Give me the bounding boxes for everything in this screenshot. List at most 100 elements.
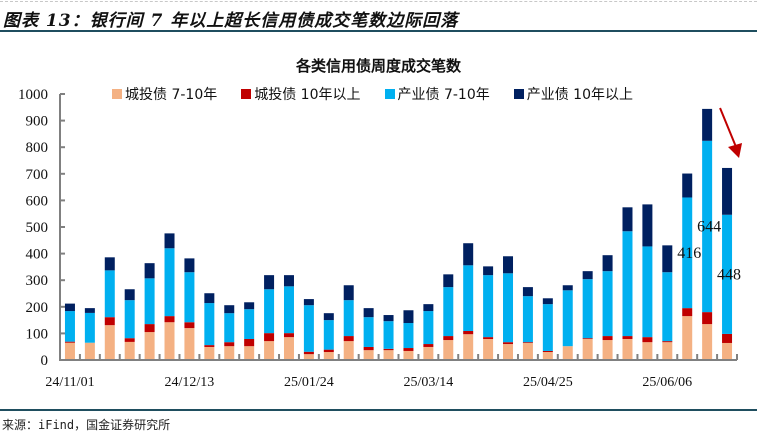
bar-segment: [403, 348, 414, 351]
bar-segment: [702, 140, 713, 313]
legend-label: 城投债 7-10年: [125, 87, 218, 103]
y-tick-label: 500: [26, 220, 49, 236]
bar-segment: [64, 342, 75, 360]
bar-segment: [343, 341, 354, 360]
bar-segment: [264, 341, 275, 360]
bar-segment: [323, 349, 334, 353]
bar-segment: [722, 214, 733, 334]
bar-segment: [722, 333, 733, 343]
bar-segment: [542, 352, 553, 360]
bar-segment: [642, 342, 653, 360]
bar-segment: [483, 338, 494, 360]
bar-segment: [323, 313, 334, 321]
x-tick-label: 24/11/01: [45, 375, 94, 390]
bar-segment: [383, 315, 394, 322]
stacked-bar-chart: 0 100 200 300 400 500 600 700 800 900 1000 24/11/0…: [18, 87, 743, 390]
bar-segment: [562, 285, 573, 291]
bar-segment: [403, 323, 414, 349]
bar-segment: [184, 322, 195, 329]
bar-segment: [144, 332, 155, 360]
bar-segment: [204, 345, 215, 347]
bar-segment: [602, 271, 613, 337]
bar-segment: [463, 334, 474, 360]
bar-segment: [224, 313, 235, 343]
bar-segment: [463, 265, 474, 332]
x-tick-label: 25/03/14: [403, 375, 453, 390]
bar-segment: [184, 328, 195, 360]
bar-segment: [323, 320, 334, 350]
bar-segment: [64, 303, 75, 312]
y-tick-label: 700: [26, 167, 49, 183]
x-tick-label: 25/04/25: [523, 375, 573, 390]
legend-swatch-icon: [112, 89, 122, 99]
bar-segment: [363, 350, 374, 360]
bar-segment: [104, 325, 115, 360]
figure-title: 图表 13：银行间 7 年以上超长信用债成交笔数边际回落: [3, 11, 459, 31]
bar-segment: [244, 309, 255, 339]
bar-segment: [204, 303, 215, 346]
y-tick-label: 400: [26, 247, 49, 263]
bar-segment: [164, 316, 175, 323]
bar-segment: [104, 270, 115, 318]
bar-segment: [164, 233, 175, 249]
bar-segment: [702, 108, 713, 141]
bar-segment: [244, 346, 255, 360]
bar-segment: [503, 342, 514, 345]
bar-segment: [483, 266, 494, 276]
annotations: 416 644 448: [677, 107, 743, 283]
bar-segment: [642, 246, 653, 338]
y-tick-label: 900: [26, 114, 49, 130]
bar-segment: [542, 350, 553, 353]
bar-segment: [483, 275, 494, 338]
bar-segment: [383, 350, 394, 360]
bar-segment: [562, 346, 573, 360]
bar-segment: [204, 346, 215, 360]
bar-segment: [84, 312, 95, 343]
bar-segment: [144, 324, 155, 333]
bar-segment: [343, 300, 354, 337]
bar-segment: [662, 245, 673, 273]
bar-segment: [303, 351, 314, 355]
chart-title: 各类信用债周度成交笔数: [295, 57, 461, 75]
bar-segment: [104, 257, 115, 271]
bar-segment: [363, 308, 374, 318]
bar-segment: [303, 305, 314, 352]
bar-segment: [204, 293, 215, 304]
bar-segment: [682, 197, 693, 309]
footer-divider: [0, 409, 757, 411]
source-note: 来源：iFind，国金证券研究所: [2, 418, 171, 432]
bar-segment: [423, 344, 434, 347]
bar-segment: [64, 341, 75, 343]
bar-segment: [164, 248, 175, 317]
bar-segment: [463, 331, 474, 335]
bar-segment: [582, 338, 593, 339]
bar-segment: [303, 354, 314, 360]
legend-item-chanye-7-10: 产业债 7-10年: [384, 84, 490, 104]
bar-segment: [582, 271, 593, 280]
legend-item-chengtou-10plus: 城投债 10年以上: [241, 84, 361, 104]
bar-segment: [443, 274, 454, 288]
bar-segment: [542, 304, 553, 351]
bar-segment: [124, 289, 135, 301]
bar-segment: [283, 286, 294, 334]
bar-segment: [303, 299, 314, 306]
legend-item-chengtou-7-10: 城投债 7-10年: [112, 84, 217, 104]
legend-label: 城投债 10年以上: [254, 87, 361, 103]
bar-segment: [602, 340, 613, 360]
legend-swatch-icon: [241, 89, 252, 99]
x-axis: 24/11/01 24/12/13 25/01/24 25/03/14 25/04/25…: [45, 354, 738, 390]
bar-segment: [383, 321, 394, 349]
x-tick-label: 24/12/13: [165, 375, 215, 390]
bar-segment: [702, 312, 713, 325]
legend-label: 产业债 10年以上: [526, 87, 633, 103]
bars: [64, 108, 733, 360]
bar-segment: [522, 342, 533, 343]
bar-segment: [323, 352, 334, 360]
bar-segment: [124, 341, 135, 360]
bar-segment: [622, 231, 633, 337]
bar-segment: [184, 272, 195, 323]
y-tick-label: 600: [26, 193, 49, 209]
bar-segment: [264, 333, 275, 342]
bar-segment: [722, 342, 733, 360]
bar-segment: [64, 311, 75, 342]
